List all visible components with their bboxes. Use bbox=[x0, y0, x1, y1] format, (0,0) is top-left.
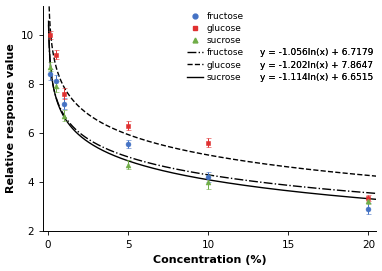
Legend: , , , y = -1.056ln(x) + 6.7179, y = -1.202ln(x) + 7.8647, y = -1.114ln(x) + 6.65: , , , y = -1.056ln(x) + 6.7179, y = -1.2… bbox=[258, 10, 375, 83]
Y-axis label: Relative response value: Relative response value bbox=[6, 43, 16, 193]
X-axis label: Concentration (%): Concentration (%) bbox=[153, 256, 267, 265]
